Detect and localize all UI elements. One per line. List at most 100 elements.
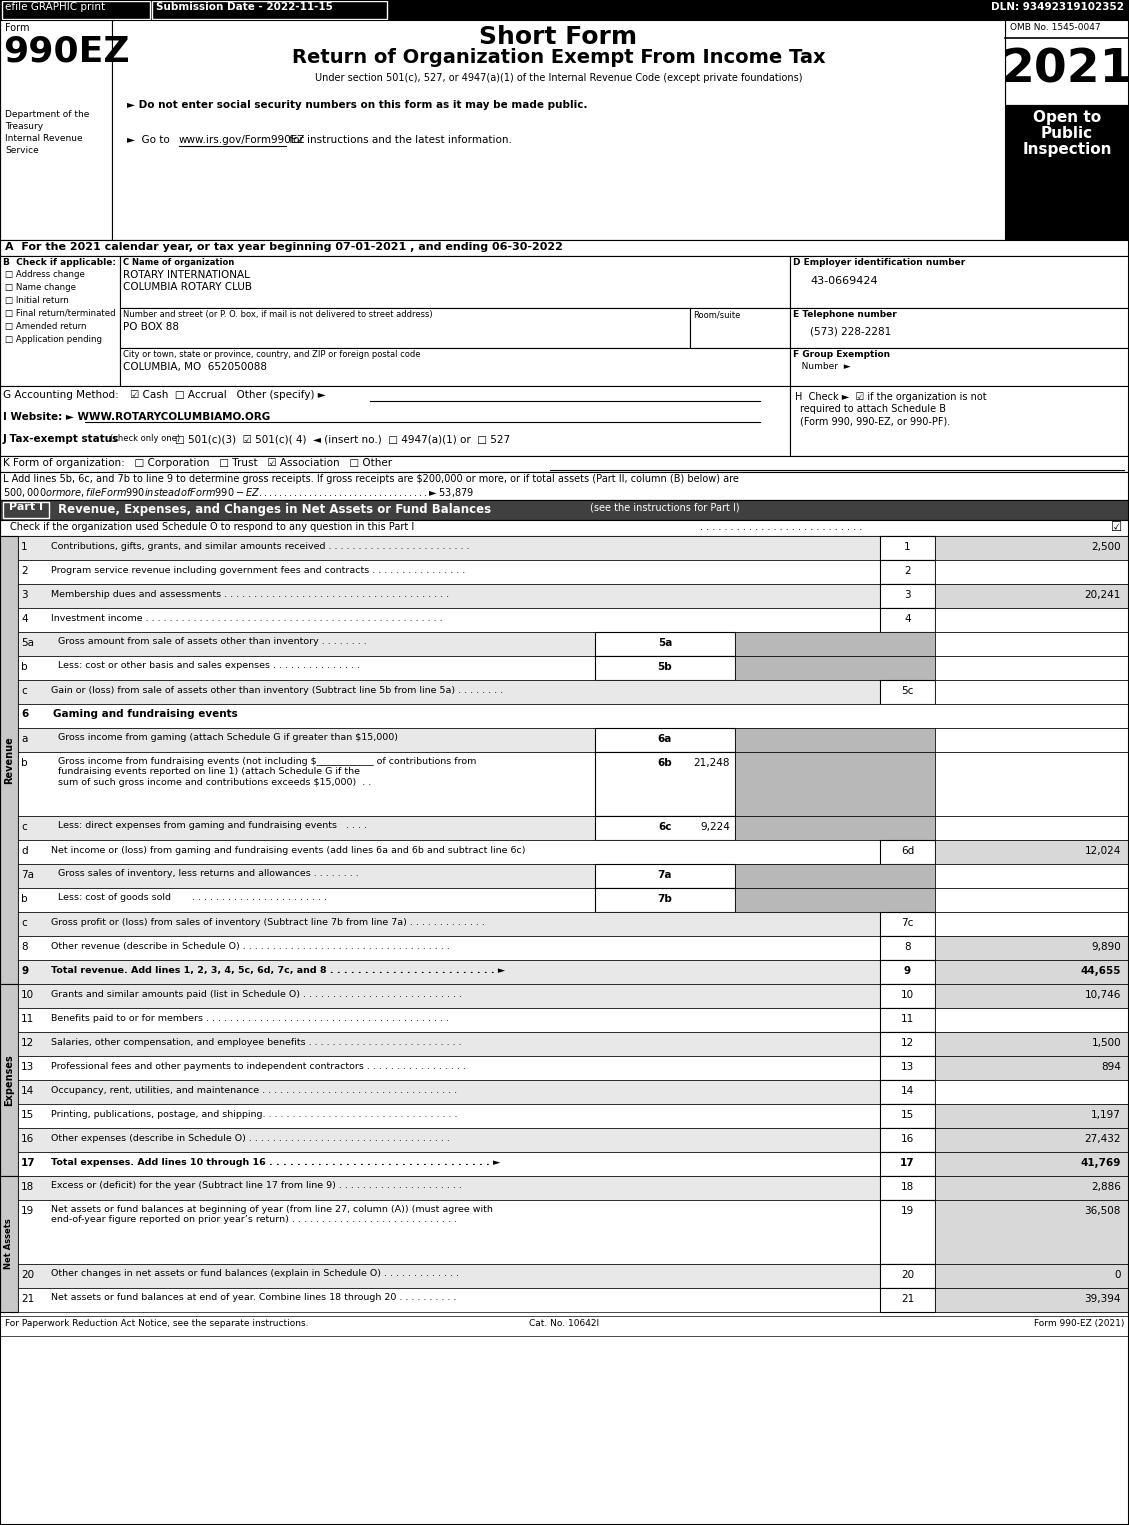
Text: 2,500: 2,500 xyxy=(1092,541,1121,552)
Text: □ 501(c)(3)  ☑ 501(c)( 4)  ◄ (insert no.)  □ 4947(a)(1) or  □ 527: □ 501(c)(3) ☑ 501(c)( 4) ◄ (insert no.) … xyxy=(175,435,510,444)
Text: Total revenue. Add lines 1, 2, 3, 4, 5c, 6d, 7c, and 8 . . . . . . . . . . . . .: Total revenue. Add lines 1, 2, 3, 4, 5c,… xyxy=(51,965,505,974)
Bar xyxy=(18,631,1129,656)
Text: (573) 228-2281: (573) 228-2281 xyxy=(809,326,891,336)
Bar xyxy=(18,560,1129,584)
Bar xyxy=(935,865,1129,888)
Text: Form: Form xyxy=(5,23,29,34)
Bar xyxy=(879,984,935,1008)
Bar xyxy=(935,961,1129,984)
Text: 8: 8 xyxy=(21,942,27,952)
Bar xyxy=(935,1289,1129,1312)
Text: (check only one): (check only one) xyxy=(110,435,181,442)
Bar xyxy=(18,535,1129,560)
Text: Benefits paid to or for members . . . . . . . . . . . . . . . . . . . . . . . . : Benefits paid to or for members . . . . … xyxy=(51,1014,449,1023)
Text: Submission Date - 2022-11-15: Submission Date - 2022-11-15 xyxy=(156,2,333,12)
Bar xyxy=(18,816,1129,840)
Text: Under section 501(c), 527, or 4947(a)(1) of the Internal Revenue Code (except pr: Under section 501(c), 527, or 4947(a)(1)… xyxy=(315,73,803,82)
Text: E Telephone number: E Telephone number xyxy=(793,310,896,319)
Text: Return of Organization Exempt From Income Tax: Return of Organization Exempt From Incom… xyxy=(291,47,825,67)
Text: 16: 16 xyxy=(21,1135,34,1144)
Text: Room/suite: Room/suite xyxy=(693,310,741,319)
Bar xyxy=(935,656,1129,680)
Bar xyxy=(879,936,935,961)
Text: b: b xyxy=(21,662,27,673)
Bar xyxy=(879,1104,935,1128)
Bar xyxy=(18,656,1129,680)
Bar xyxy=(935,631,1129,656)
Text: Public: Public xyxy=(1041,127,1093,140)
Text: K Form of organization:   □ Corporation   □ Trust   ☑ Association   □ Other: K Form of organization: □ Corporation □ … xyxy=(3,458,392,468)
Bar xyxy=(0,520,1129,535)
Text: 1: 1 xyxy=(904,541,911,552)
Text: 14: 14 xyxy=(21,1086,34,1096)
Text: 18: 18 xyxy=(901,1182,914,1193)
Bar xyxy=(18,1176,1129,1200)
Text: Other expenses (describe in Schedule O) . . . . . . . . . . . . . . . . . . . . : Other expenses (describe in Schedule O) … xyxy=(51,1135,449,1144)
Bar xyxy=(18,1128,1129,1151)
Bar xyxy=(935,727,1129,752)
Text: Revenue, Expenses, and Changes in Net Assets or Fund Balances: Revenue, Expenses, and Changes in Net As… xyxy=(58,503,491,515)
Text: 1,500: 1,500 xyxy=(1092,1039,1121,1048)
Text: Contributions, gifts, grants, and similar amounts received . . . . . . . . . . .: Contributions, gifts, grants, and simila… xyxy=(51,541,470,551)
Bar xyxy=(18,1200,1129,1264)
Bar xyxy=(690,308,790,348)
Text: 0: 0 xyxy=(1114,1270,1121,1279)
Text: Check if the organization used Schedule O to respond to any question in this Par: Check if the organization used Schedule … xyxy=(10,522,414,532)
Bar xyxy=(595,865,735,888)
Bar xyxy=(0,239,1129,256)
Text: Professional fees and other payments to independent contractors . . . . . . . . : Professional fees and other payments to … xyxy=(51,1061,466,1071)
Bar xyxy=(935,584,1129,608)
Bar xyxy=(935,1104,1129,1128)
Text: 12,024: 12,024 xyxy=(1085,846,1121,856)
Text: for instructions and the latest information.: for instructions and the latest informat… xyxy=(286,136,511,145)
Bar xyxy=(0,20,112,239)
Bar xyxy=(879,1008,935,1032)
Text: 27,432: 27,432 xyxy=(1085,1135,1121,1144)
Text: ► Do not enter social security numbers on this form as it may be made public.: ► Do not enter social security numbers o… xyxy=(126,101,587,110)
Text: Internal Revenue: Internal Revenue xyxy=(5,134,82,143)
Bar xyxy=(18,752,1129,816)
Text: I Website: ► WWW.ROTARYCOLUMBIAMO.ORG: I Website: ► WWW.ROTARYCOLUMBIAMO.ORG xyxy=(3,412,270,422)
Text: 1: 1 xyxy=(21,541,27,552)
Text: (Form 990, 990-EZ, or 990-PF).: (Form 990, 990-EZ, or 990-PF). xyxy=(800,416,951,425)
Text: Excess or (deficit) for the year (Subtract line 17 from line 9) . . . . . . . . : Excess or (deficit) for the year (Subtra… xyxy=(51,1180,462,1190)
Bar xyxy=(790,308,1129,348)
Text: 17: 17 xyxy=(900,1157,914,1168)
Bar xyxy=(735,816,935,840)
Bar xyxy=(18,584,1129,608)
Text: ☑ Cash  □ Accrual   Other (specify) ►: ☑ Cash □ Accrual Other (specify) ► xyxy=(130,390,326,400)
Text: 43-0669424: 43-0669424 xyxy=(809,276,877,287)
Text: Less: cost or other basis and sales expenses . . . . . . . . . . . . . . .: Less: cost or other basis and sales expe… xyxy=(58,660,360,669)
Text: 6: 6 xyxy=(21,709,28,718)
Text: 41,769: 41,769 xyxy=(1080,1157,1121,1168)
Bar xyxy=(18,727,1129,752)
Text: 9: 9 xyxy=(21,965,28,976)
Bar xyxy=(935,888,1129,912)
Text: Gross sales of inventory, less returns and allowances . . . . . . . .: Gross sales of inventory, less returns a… xyxy=(58,869,359,878)
Bar xyxy=(935,1200,1129,1264)
Text: Service: Service xyxy=(5,146,38,156)
Text: 20: 20 xyxy=(901,1270,914,1279)
Text: □ Amended return: □ Amended return xyxy=(5,322,87,331)
Text: 6b: 6b xyxy=(657,758,673,769)
Text: OMB No. 1545-0047: OMB No. 1545-0047 xyxy=(1010,23,1101,32)
Bar xyxy=(120,308,690,348)
Text: 15: 15 xyxy=(21,1110,34,1119)
Bar xyxy=(3,502,49,518)
Bar xyxy=(1005,20,1129,105)
Text: Membership dues and assessments . . . . . . . . . . . . . . . . . . . . . . . . : Membership dues and assessments . . . . … xyxy=(51,590,449,599)
Text: 19: 19 xyxy=(901,1206,914,1215)
Bar xyxy=(935,816,1129,840)
Text: 10,746: 10,746 xyxy=(1085,990,1121,1000)
Text: 21: 21 xyxy=(21,1295,34,1304)
Text: Other changes in net assets or fund balances (explain in Schedule O) . . . . . .: Other changes in net assets or fund bala… xyxy=(51,1269,460,1278)
Text: 894: 894 xyxy=(1101,1061,1121,1072)
Text: Form 990-EZ (2021): Form 990-EZ (2021) xyxy=(1034,1319,1124,1328)
Bar xyxy=(935,912,1129,936)
Bar xyxy=(790,256,1129,308)
Text: 7c: 7c xyxy=(901,918,913,929)
Bar xyxy=(879,1080,935,1104)
Text: 21,248: 21,248 xyxy=(693,758,730,769)
Text: COLUMBIA, MO  652050088: COLUMBIA, MO 652050088 xyxy=(123,361,266,372)
Text: 44,655: 44,655 xyxy=(1080,965,1121,976)
